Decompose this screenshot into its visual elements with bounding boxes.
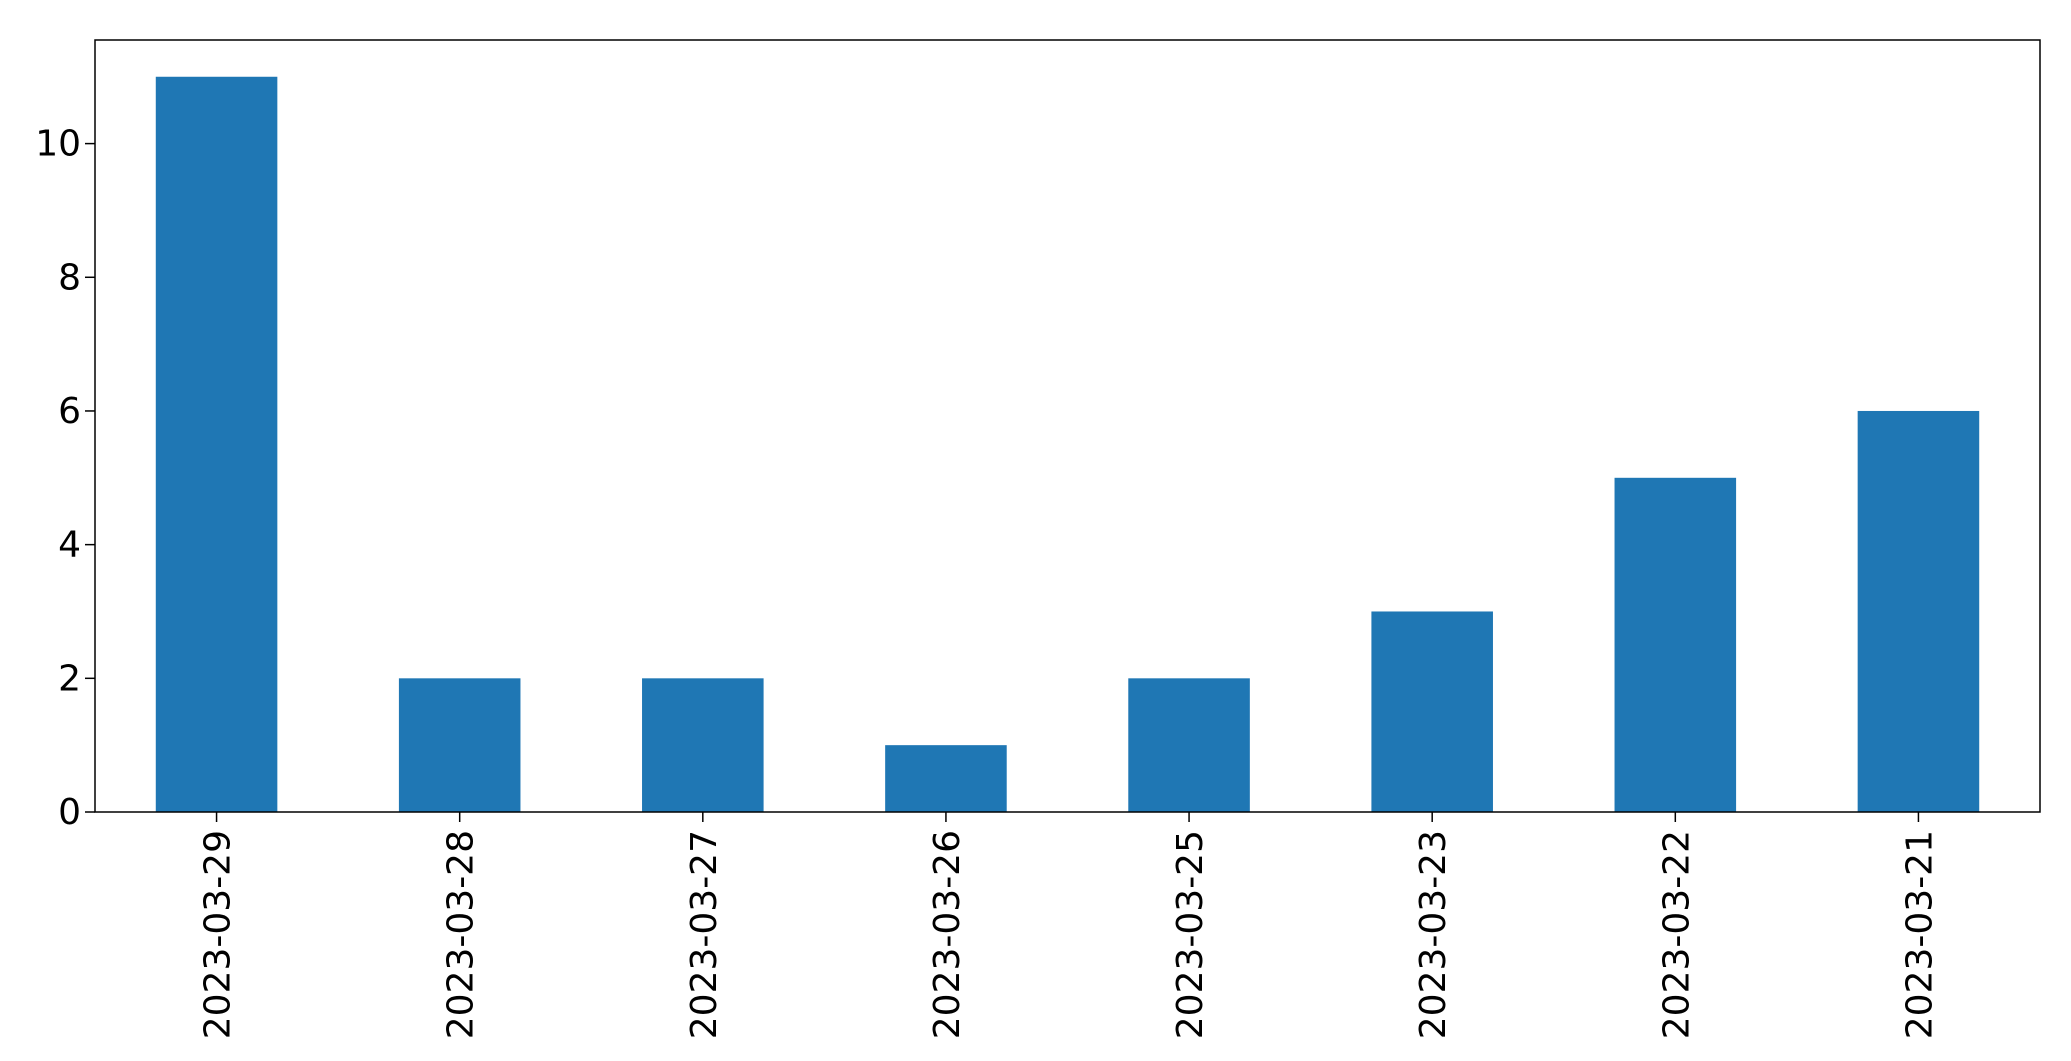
x-tick-label: 2023-03-26 <box>927 830 968 1039</box>
x-axis: 2023-03-29 2023-03-28 2023-03-27 2023-03-26… <box>198 812 1940 1039</box>
y-tick-label: 4 <box>58 525 81 566</box>
y-axis: 0 2 4 6 8 10 <box>35 124 95 833</box>
bar-2023-03-25 <box>1128 678 1250 812</box>
bar-2023-03-22 <box>1614 477 1737 812</box>
y-tick-label: 0 <box>58 792 81 833</box>
y-tick-label: 10 <box>35 124 81 165</box>
y-tick-label: 6 <box>58 391 81 432</box>
x-tick-label: 2023-03-25 <box>1170 830 1211 1039</box>
x-tick-label: 2023-03-22 <box>1656 830 1697 1039</box>
bar-2023-03-29 <box>155 76 278 812</box>
x-tick-label: 2023-03-23 <box>1413 830 1454 1039</box>
bar-2023-03-28 <box>398 678 521 812</box>
bars-layer <box>155 76 1980 812</box>
x-tick-label: 2023-03-28 <box>441 830 482 1039</box>
plot-frame <box>94 39 2041 813</box>
x-tick-label: 2023-03-27 <box>684 830 725 1039</box>
bar-2023-03-26 <box>885 745 1007 812</box>
y-tick-label: 8 <box>58 257 81 298</box>
bar-2023-03-21 <box>1857 410 1980 812</box>
bar-2023-03-23 <box>1371 611 1493 812</box>
x-tick-label: 2023-03-21 <box>1899 830 1940 1039</box>
y-tick-label: 2 <box>58 658 81 699</box>
x-tick-label: 2023-03-29 <box>198 830 239 1039</box>
bar-2023-03-27 <box>642 678 764 812</box>
